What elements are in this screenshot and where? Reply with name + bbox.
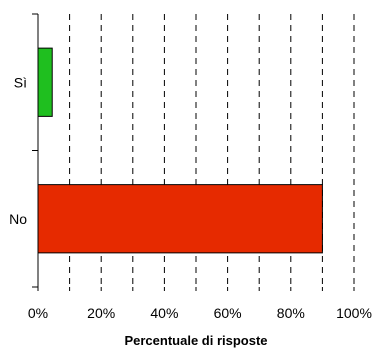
x-tick-label-80: 80% [277,305,305,321]
y-tick-label-si: Sì [14,74,27,90]
x-axis-title: Percentuale di risposte [124,333,267,348]
bars [37,47,323,254]
x-tick-label-0: 0% [28,305,48,321]
y-tick-label-no: No [9,211,27,227]
x-tick-label-20: 20% [87,305,115,321]
grid-lines [69,14,355,287]
axes [32,13,355,291]
bar-no [37,184,323,254]
x-tick-label-100: 100% [336,305,372,321]
bar-si [37,47,53,117]
x-tick-label-40: 40% [150,305,178,321]
labels: Sì No 0% 20% 40% 60% 80% 100% [9,74,372,321]
x-tick-label-60: 60% [214,305,242,321]
